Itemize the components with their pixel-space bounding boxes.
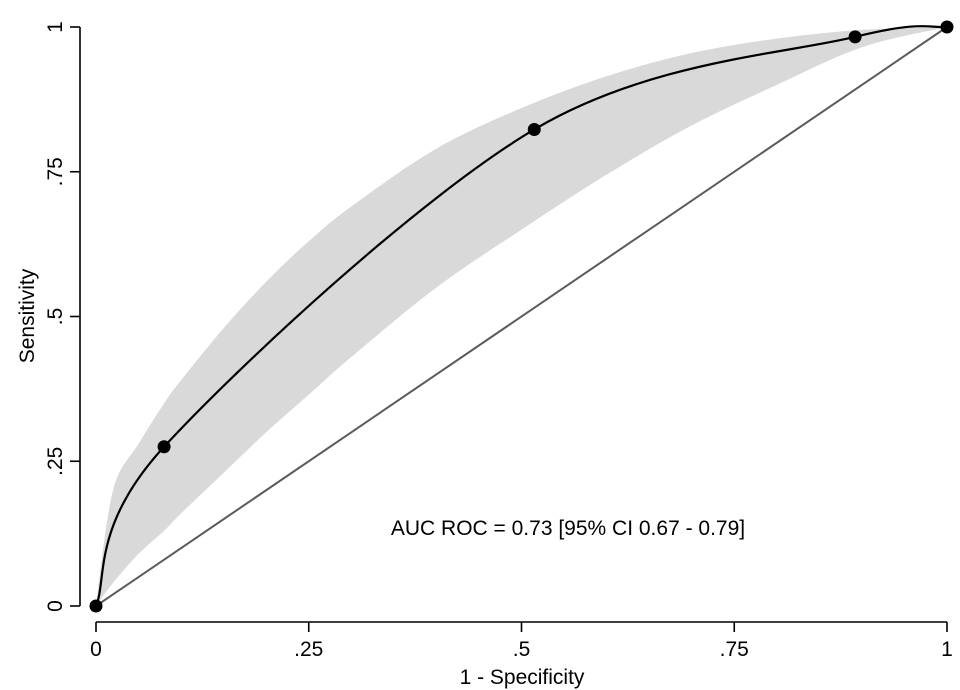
y-axis-title: Sensitivity — [16, 268, 39, 363]
y-tick-label-3: .75 — [44, 157, 67, 186]
roc-point-5 — [940, 20, 954, 34]
x-tick-label-4: 1 — [941, 638, 953, 661]
auc-annotation: AUC ROC = 0.73 [95% CI 0.67 - 0.79] — [391, 517, 745, 540]
x-axis-title: 1 - Specificity — [460, 666, 585, 689]
confidence-band — [96, 27, 947, 606]
roc-point-4 — [848, 30, 862, 44]
roc-point-2 — [157, 440, 171, 454]
axes-layer: 0 .25 .5 .75 1 0 .25 .5 .75 1 — [44, 21, 953, 661]
reference-line — [95, 26, 948, 607]
y-tick-label-1: .25 — [44, 447, 67, 476]
confidence-band-layer — [96, 27, 947, 606]
roc-point-1 — [89, 599, 103, 613]
x-tick-label-2: .5 — [513, 638, 531, 661]
x-tick-label-0: 0 — [90, 638, 102, 661]
y-tick-label-2: .5 — [44, 308, 67, 326]
y-tick-label-4: 1 — [44, 21, 67, 33]
roc-point-3 — [527, 122, 541, 136]
x-tick-label-3: .75 — [720, 638, 749, 661]
y-tick-label-0: 0 — [44, 600, 67, 612]
x-tick-label-1: .25 — [294, 638, 323, 661]
reference-line-layer — [95, 26, 948, 607]
data-points-layer — [89, 20, 954, 613]
